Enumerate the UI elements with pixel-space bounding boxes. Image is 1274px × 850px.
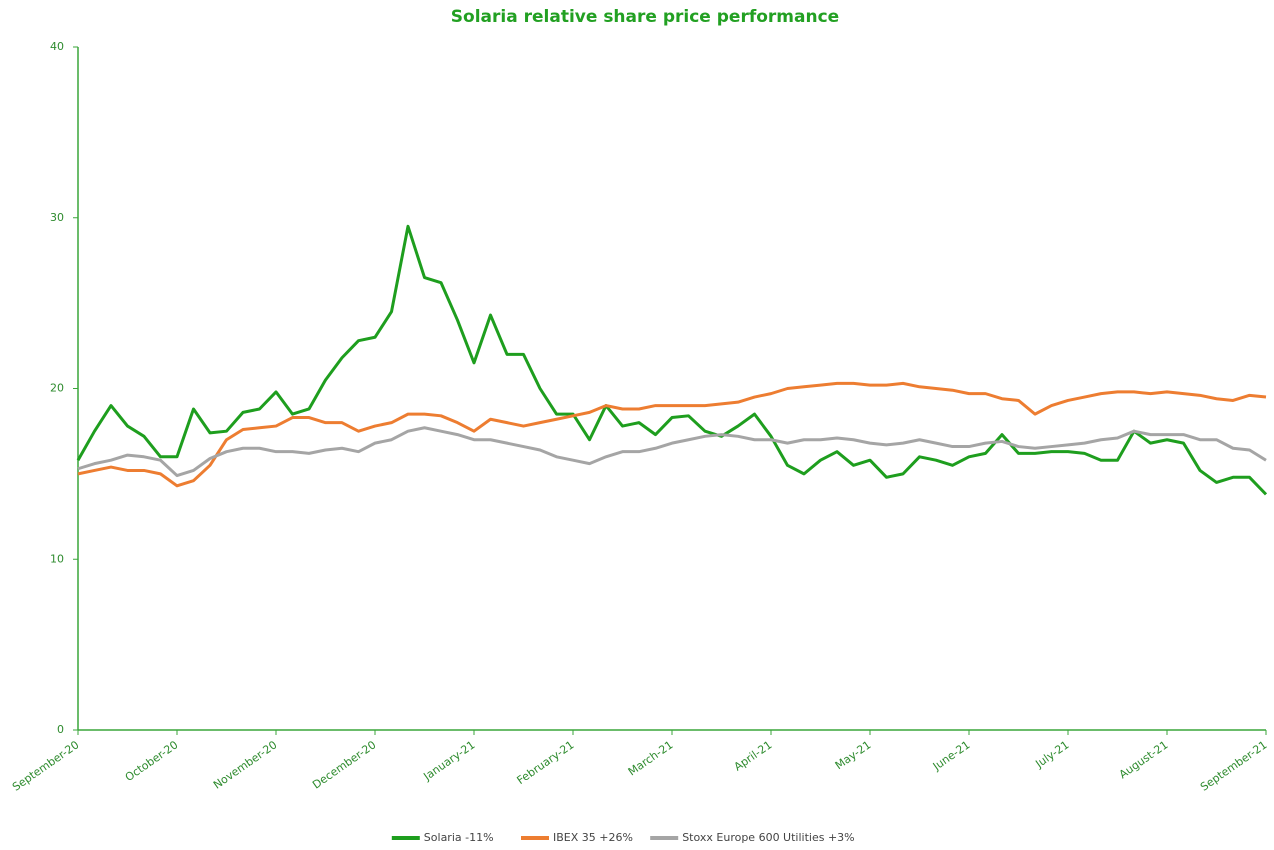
x-tick-label: April-21: [732, 738, 775, 773]
series-line: [76, 224, 1268, 496]
legend-label: Solaria -11%: [424, 831, 494, 844]
x-tick-label: September-21: [1198, 738, 1269, 793]
legend-label: Stoxx Europe 600 Utilities +3%: [682, 831, 854, 844]
x-tick-label: September-20: [10, 738, 81, 793]
x-tick-label: June-21: [930, 738, 973, 773]
x-tick-label: October-20: [123, 738, 181, 784]
series-line: [77, 426, 1267, 478]
y-tick-label: 40: [50, 40, 64, 53]
y-tick-label: 20: [50, 382, 64, 395]
legend-label: IBEX 35 +26%: [553, 831, 633, 844]
x-tick-label: November-20: [211, 738, 279, 791]
chart-title: Solaria relative share price performance: [451, 7, 839, 27]
x-tick-label: February-21: [514, 738, 576, 787]
x-tick-label: July-21: [1032, 738, 1071, 771]
y-tick-label: 10: [50, 552, 64, 565]
y-tick-label: 30: [50, 211, 64, 224]
x-tick-label: May-21: [833, 738, 874, 772]
y-tick-label: 0: [57, 723, 64, 736]
x-tick-label: December-20: [310, 738, 378, 791]
x-tick-label: March-21: [626, 738, 676, 778]
x-tick-label: August-21: [1117, 738, 1171, 781]
x-tick-label: January-21: [420, 738, 477, 783]
legend: Solaria -11% IBEX 35 +26% Stoxx Europe 600…: [391, 831, 855, 844]
series-line: [77, 381, 1267, 488]
